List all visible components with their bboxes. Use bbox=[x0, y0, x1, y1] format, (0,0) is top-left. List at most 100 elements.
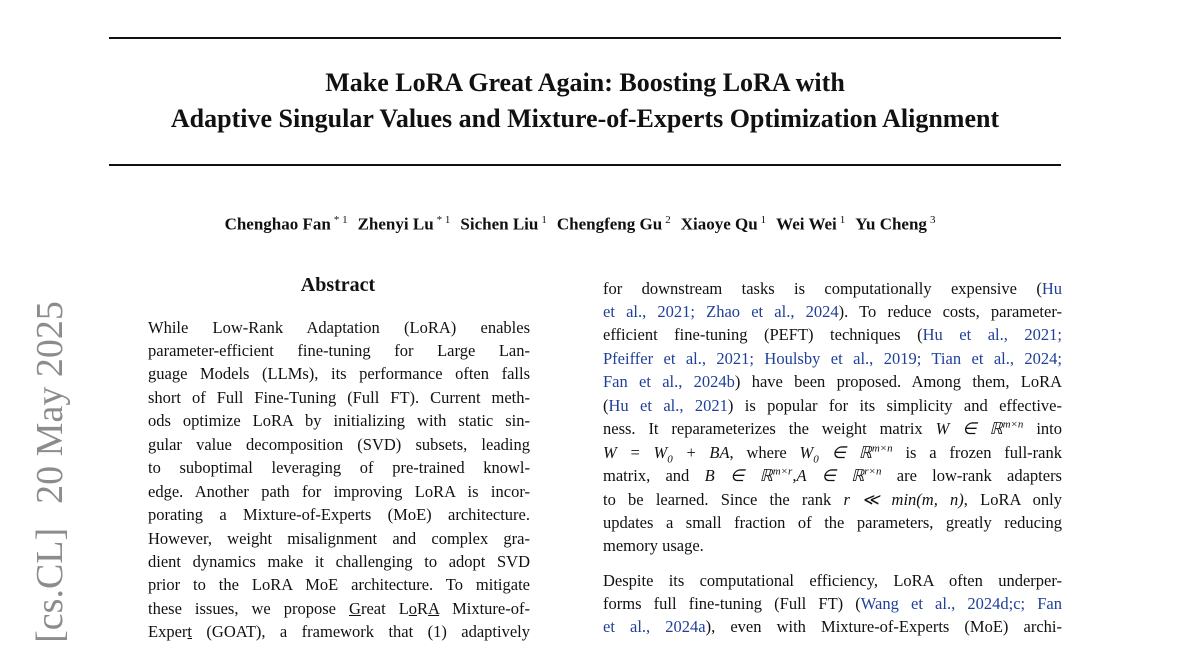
superscript: m×r bbox=[772, 465, 793, 478]
text: ness. It reparameterizes the weight matr… bbox=[603, 419, 936, 439]
arxiv-category: [cs.CL] bbox=[29, 527, 71, 643]
abstract-heading: Abstract bbox=[300, 274, 376, 296]
text-line: et al., 2021; Zhao et al., 2024). To red… bbox=[603, 300, 1062, 323]
text: , LoRA only bbox=[963, 489, 1062, 509]
text-line: short of Full Fine-Tuning (Full FT). Cur… bbox=[148, 386, 530, 409]
text: ), even with Mixture-of-Experts (MoE) ar… bbox=[705, 617, 1062, 637]
text: short of Full Fine-Tuning (Full FT). Cur… bbox=[148, 387, 530, 407]
bottom-rule bbox=[109, 164, 1061, 166]
title-line: Make LoRA Great Again: Boosting LoRA wit… bbox=[325, 68, 845, 97]
text: memory usage. bbox=[603, 536, 704, 556]
text: Despite its computational efficiency, Lo… bbox=[603, 570, 1062, 590]
citation: Hu bbox=[1041, 278, 1062, 298]
math: ∈ ℝ bbox=[818, 442, 872, 462]
text: these issues, we propose bbox=[148, 598, 350, 618]
text: ( bbox=[603, 395, 609, 415]
text: ) is popular for its simplicity and effe… bbox=[727, 395, 1062, 415]
text: forms full fine-tuning (Full FT) ( bbox=[603, 593, 861, 613]
citation: Pfeiffer et al., 2021; Houlsby et al., 2… bbox=[603, 348, 1062, 368]
text-line: prior to the LoRA MoE architecture. To m… bbox=[148, 573, 530, 596]
text-line: to be learned. Since the rank r ≪ min(m,… bbox=[603, 488, 1062, 511]
text-line: porating a Mixture-of-Experts (MoE) arch… bbox=[148, 503, 530, 526]
text-line: to suboptimal leveraging of pre-trained … bbox=[148, 456, 530, 479]
text: ods optimize LoRA by initializing with s… bbox=[148, 411, 530, 431]
citation: et al., 2021; Zhao et al., 2024 bbox=[603, 301, 839, 321]
author-affiliation: 2 bbox=[665, 214, 671, 226]
text: edge. Another path for improving LoRA is… bbox=[148, 481, 530, 501]
text-line: et al., 2024a), even with Mixture-of-Exp… bbox=[603, 615, 1062, 638]
top-rule bbox=[109, 37, 1061, 39]
text: are low-rank adapters bbox=[881, 466, 1062, 486]
text-line: (Hu et al., 2021) is popular for its sim… bbox=[603, 394, 1062, 417]
text: into bbox=[1023, 419, 1062, 439]
text: reat L bbox=[360, 598, 409, 618]
arxiv-date: 20 May 2025 bbox=[29, 301, 71, 504]
text-line: Expert (GOAT), a framework that (1) adap… bbox=[148, 620, 530, 643]
text-line: ods optimize LoRA by initializing with s… bbox=[148, 409, 530, 432]
text: efficient fine-tuning (PEFT) techniques … bbox=[603, 325, 923, 345]
text-line: Despite its computational efficiency, Lo… bbox=[603, 569, 1062, 592]
text: to be learned. Since the rank bbox=[603, 489, 844, 509]
text: R bbox=[417, 598, 429, 618]
author-affiliation: 3 bbox=[929, 214, 936, 226]
text: While Low-Rank Adaptation (LoRA) enables bbox=[148, 317, 530, 337]
text-line: gular value decomposition (SVD) subsets,… bbox=[148, 433, 530, 456]
text-line: efficient fine-tuning (PEFT) techniques … bbox=[603, 323, 1062, 346]
superscript: m×n bbox=[1002, 418, 1024, 431]
author-name: Chengfeng Gu bbox=[556, 214, 663, 234]
text: matrix, and bbox=[603, 466, 705, 486]
text: guage Models (LLMs), its performance oft… bbox=[148, 364, 530, 384]
math: W ∈ ℝ bbox=[935, 419, 1003, 439]
superscript: m×n bbox=[871, 442, 893, 455]
text: to suboptimal leveraging of pre-trained … bbox=[148, 458, 530, 478]
citation: Hu et al., 2021; bbox=[922, 325, 1062, 345]
underlined-letter: G bbox=[349, 598, 361, 618]
author-affiliation: 1 bbox=[839, 214, 846, 226]
math: r ≪ min(m, n) bbox=[843, 489, 964, 509]
text: is a frozen full-rank bbox=[892, 442, 1062, 462]
text: updates a small fraction of the paramete… bbox=[603, 513, 1062, 532]
subscript: 0 bbox=[813, 452, 819, 465]
math: W bbox=[799, 442, 814, 462]
math: B ∈ ℝ bbox=[704, 466, 773, 486]
text-line: these issues, we propose Great LoRA Mixt… bbox=[148, 597, 530, 620]
text-line: for downstream tasks is computationally … bbox=[603, 277, 1062, 300]
text-line: ness. It reparameterizes the weight matr… bbox=[603, 417, 1062, 440]
text: However, weight misalignment and complex… bbox=[148, 528, 530, 548]
math: W = W bbox=[603, 442, 668, 462]
text: Mixture-of- bbox=[439, 598, 530, 618]
author-name: Xiaoye Qu bbox=[680, 214, 758, 234]
underlined-letter: A bbox=[428, 598, 440, 618]
text: parameter-efficient fine-tuning for Larg… bbox=[148, 340, 530, 360]
text: ). To reduce costs, parameter- bbox=[838, 301, 1062, 321]
text-line: While Low-Rank Adaptation (LoRA) enables bbox=[148, 316, 530, 339]
text-line: updates a small fraction of the paramete… bbox=[603, 511, 1062, 534]
superscript: r×n bbox=[864, 465, 882, 478]
arxiv-stamp: [cs.CL] 20 May 2025 bbox=[28, 289, 72, 655]
author-name: Chenghao Fan bbox=[224, 214, 331, 234]
text: porating a Mixture-of-Experts (MoE) arch… bbox=[148, 505, 530, 525]
citation: et al., 2024a bbox=[603, 617, 706, 637]
math: + BA bbox=[672, 442, 730, 462]
text: gular value decomposition (SVD) subsets,… bbox=[148, 434, 530, 454]
author-name: Zhenyi Lu bbox=[357, 214, 434, 234]
text: for downstream tasks is computationally … bbox=[603, 278, 1042, 298]
title-line: Adaptive Singular Values and Mixture-of-… bbox=[170, 104, 1000, 133]
text-line: Fan et al., 2024b) have been proposed. A… bbox=[603, 370, 1062, 393]
text: Exper bbox=[148, 622, 188, 642]
text: ) have been proposed. Among them, LoRA bbox=[734, 372, 1062, 392]
author-affiliation: * 1 bbox=[333, 214, 348, 226]
author-affiliation: 1 bbox=[541, 214, 547, 226]
author-affiliation: 1 bbox=[760, 214, 767, 226]
text-line: Pfeiffer et al., 2021; Houlsby et al., 2… bbox=[603, 347, 1062, 370]
author-name: Yu Cheng bbox=[855, 214, 927, 234]
text: , where bbox=[729, 442, 800, 462]
text: (GOAT), a framework that (1) adaptively bbox=[192, 622, 530, 642]
subscript: 0 bbox=[667, 452, 673, 465]
text-line: W = W0 + BA, where W0 ∈ ℝm×n is a frozen… bbox=[603, 441, 1062, 464]
text-line: memory usage. bbox=[603, 534, 704, 557]
text: dient dynamics make it challenging to ad… bbox=[148, 552, 530, 571]
math: ,A ∈ ℝ bbox=[792, 466, 865, 486]
author-affiliation: * 1 bbox=[436, 214, 451, 226]
